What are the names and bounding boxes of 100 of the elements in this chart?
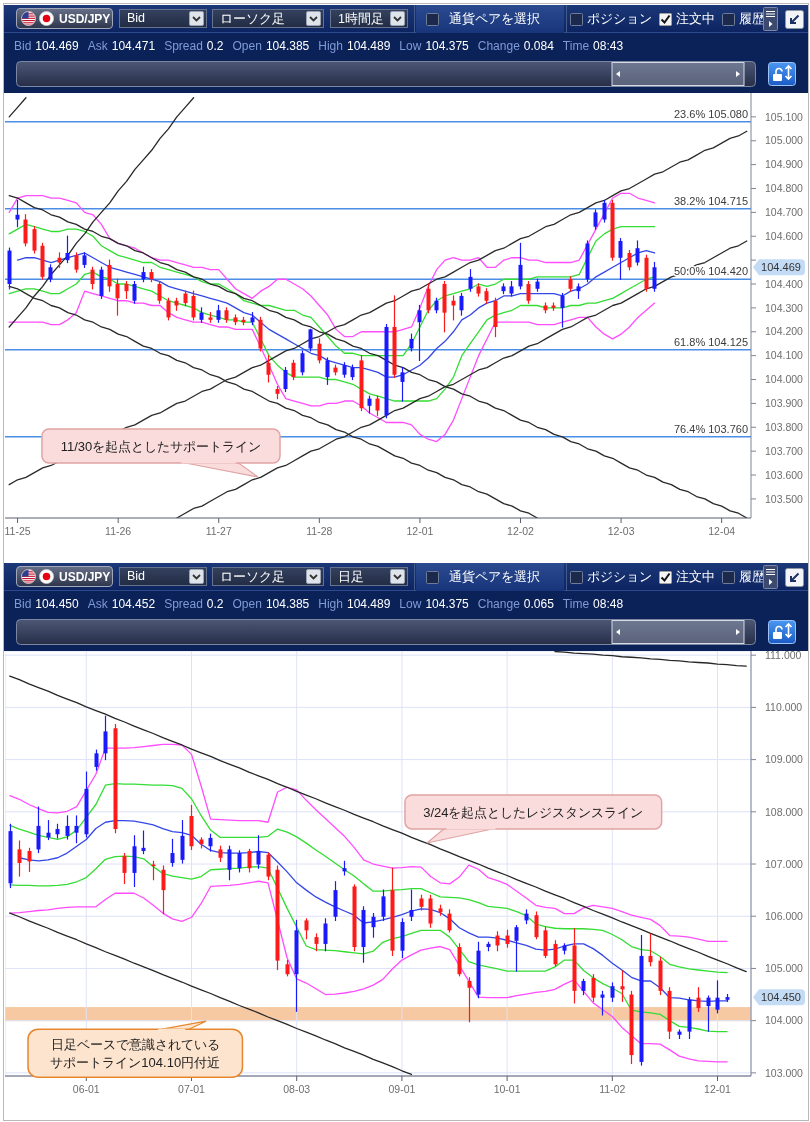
- x-tick-label: 08-03: [283, 1083, 311, 1096]
- ref-line-label: 38.2% 104.715: [673, 194, 748, 207]
- x-tick-label: 11-02: [599, 1083, 626, 1096]
- x-tick-label: 09-01: [388, 1083, 416, 1096]
- line-series: [554, 651, 747, 667]
- candlestick: [74, 252, 79, 273]
- ref-line-label: 23.6% 105.080: [673, 107, 748, 120]
- x-tick-label: 12-02: [507, 525, 535, 538]
- candlestick: [715, 980, 720, 1014]
- candlestick: [227, 845, 232, 881]
- candlestick: [652, 261, 657, 292]
- y-tick-label: 104.000: [765, 1014, 804, 1027]
- candlestick: [74, 815, 79, 844]
- candlestick: [602, 199, 607, 223]
- y-tick-label: 105.000: [765, 962, 804, 975]
- y-tick-label: 111.000: [765, 648, 802, 661]
- candlestick: [467, 977, 472, 1023]
- candlestick: [141, 830, 146, 855]
- candlestick: [27, 847, 32, 872]
- y-tick-label: 109.000: [765, 753, 804, 766]
- candlestick: [447, 909, 452, 933]
- candlestick: [375, 395, 380, 416]
- candlestick: [426, 283, 431, 314]
- line-series: [8, 223, 656, 357]
- candlestick: [132, 281, 137, 304]
- candlestick: [291, 359, 296, 381]
- x-tick-label: 11-26: [105, 525, 132, 538]
- candlestick: [534, 911, 539, 940]
- candlestick: [518, 242, 523, 290]
- candlestick: [323, 918, 328, 952]
- y-tick-label: 103.500: [765, 492, 804, 505]
- candlestick: [610, 982, 615, 1002]
- candlestick: [635, 240, 640, 266]
- y-tick-label: 107.000: [765, 857, 804, 870]
- candlestick: [266, 355, 271, 383]
- candlestick: [256, 835, 261, 869]
- chart-title: USD/JPY: [59, 11, 111, 26]
- candlestick: [468, 269, 473, 292]
- y-tick-label: 103.600: [765, 468, 804, 481]
- candlestick: [409, 889, 414, 922]
- y-tick-label: 104.200: [765, 325, 804, 338]
- text: 104.450: [761, 991, 801, 1004]
- text: 通貨ペアを選択: [449, 568, 540, 586]
- text: 104.469: [761, 261, 801, 274]
- x-tick-label: 06-01: [72, 1083, 100, 1096]
- x-tick-label: 11-25: [4, 525, 31, 538]
- dropdown: ローソク足: [212, 9, 324, 28]
- y-tick-label: 104.900: [765, 158, 804, 171]
- candlestick: [304, 918, 309, 940]
- candlestick: [107, 259, 112, 292]
- line-series: [8, 192, 656, 338]
- candlestick: [170, 838, 175, 867]
- candlestick: [23, 214, 28, 247]
- y-tick-label: 103.700: [765, 444, 804, 457]
- text: 注文中: [676, 568, 715, 586]
- y-tick-label: 103.900: [765, 397, 804, 410]
- currency-button: USD/JPY: [16, 8, 113, 29]
- dropdown: ローソク足: [212, 567, 324, 586]
- candlestick: [371, 913, 376, 938]
- candlestick: [300, 350, 305, 376]
- y-tick-label: 104.600: [765, 229, 804, 242]
- x-tick-label: 07-01: [178, 1083, 206, 1096]
- text: 履歴: [739, 10, 765, 28]
- x-tick-label: 12-04: [708, 525, 736, 538]
- candlestick: [381, 889, 386, 922]
- annotation: 3/24を起点としたレジスタンスライン: [423, 804, 644, 820]
- candlestick: [122, 852, 127, 884]
- candlestick: [553, 940, 558, 967]
- y-tick-label: 104.700: [765, 206, 804, 219]
- text: Bid 104.450 Ask 104.452 Spread 0.2 Open 104.385 High 104.489 Low 104.375 Change 0.065 Time 08:48: [14, 597, 624, 611]
- candlestick: [648, 933, 653, 967]
- y-tick-label: 103.000: [765, 1066, 804, 1079]
- line-series: [9, 912, 413, 1076]
- y-tick-label: 104.800: [765, 182, 804, 195]
- x-tick-label: 12-01: [704, 1083, 732, 1096]
- candlestick: [591, 974, 596, 1002]
- candlestick: [308, 328, 313, 352]
- x-tick-label: 10-01: [493, 1083, 521, 1096]
- candlestick: [618, 238, 623, 280]
- x-tick-label: 11-27: [205, 525, 232, 538]
- candlestick: [495, 931, 500, 952]
- candlestick: [706, 995, 711, 1032]
- candlestick: [600, 990, 605, 1016]
- y-tick-label: 103.800: [765, 421, 804, 433]
- candlestick: [417, 304, 422, 362]
- y-tick-label: 108.000: [765, 805, 804, 818]
- line-series: [9, 782, 728, 974]
- text: Bid 104.469 Ask 104.471 Spread 0.2 Open 104.385 High 104.489 Low 104.375 Change 0.084 Time 08:43: [14, 39, 624, 53]
- dropdown: 1時間足: [330, 9, 408, 28]
- candlestick: [90, 266, 95, 290]
- text: 通貨ペアを選択: [449, 10, 540, 28]
- y-tick-label: 104.300: [765, 301, 804, 314]
- candlestick: [400, 366, 405, 402]
- candlestick: [17, 840, 22, 877]
- y-tick-label: 104.400: [765, 277, 804, 290]
- candlestick: [191, 290, 196, 321]
- candlestick: [15, 199, 20, 228]
- candlestick: [317, 338, 322, 364]
- candlestick: [526, 281, 531, 304]
- y-tick-label: 110.000: [765, 701, 803, 714]
